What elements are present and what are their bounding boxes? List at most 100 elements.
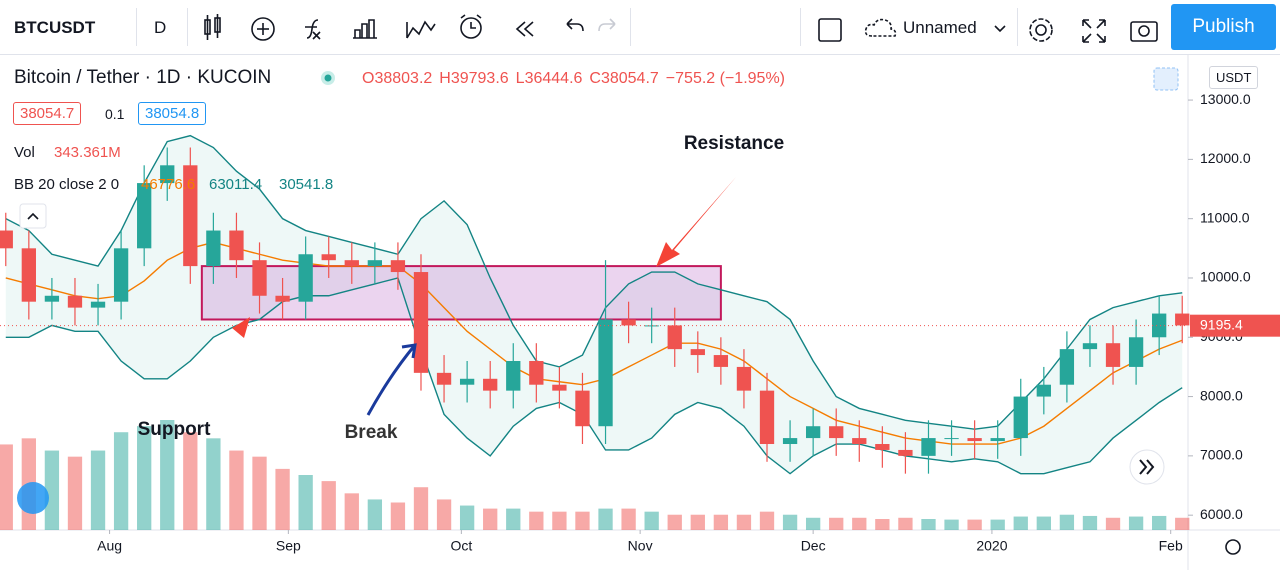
volume-bar (113, 432, 129, 530)
candle-body (598, 319, 613, 427)
separator (630, 8, 631, 46)
toolbar-icons[interactable] (195, 12, 625, 44)
candle-body (1013, 396, 1028, 439)
sell-price[interactable]: 38054.7 (13, 102, 82, 125)
spread: 0.1 (105, 106, 125, 122)
volume-bar (459, 505, 475, 530)
volume-bar (713, 514, 729, 530)
volume-bar (506, 508, 521, 530)
candle-body (483, 378, 498, 391)
symbol[interactable]: BTCUSDT (14, 18, 96, 37)
x-tick-label: Feb (1159, 538, 1183, 554)
vol-label: Vol (14, 144, 35, 161)
annotation: Resistance (684, 133, 784, 154)
publish-button[interactable]: Publish (1171, 4, 1276, 50)
candle-body (21, 248, 36, 302)
arrow (175, 317, 250, 400)
candle-body (44, 295, 60, 302)
candle-body (1152, 313, 1167, 338)
volume-bar (252, 456, 267, 530)
candle-body (275, 295, 290, 302)
volume-bar (1036, 516, 1051, 530)
volume-bar (875, 519, 890, 530)
x-tick-label: Aug (97, 538, 122, 554)
zone (200, 265, 722, 321)
candle-body (436, 372, 452, 385)
volume-bar (644, 511, 659, 530)
candle-body (252, 260, 267, 296)
volume-bar (1105, 517, 1121, 530)
candle-body (898, 449, 913, 456)
logo (17, 482, 49, 514)
volume-bar (206, 438, 221, 530)
candle-body (1128, 337, 1144, 367)
currency[interactable]: USDT (1209, 66, 1259, 89)
candle-body (137, 183, 152, 249)
toolbar-right-icons[interactable] (810, 12, 1170, 44)
volume-bar (90, 450, 106, 530)
candle-body (1059, 349, 1075, 385)
candle-body (206, 230, 221, 267)
buy-price[interactable]: 38054.8 (138, 102, 207, 125)
bb-lower-value: 30541.8 (279, 176, 334, 193)
candle-body (344, 260, 359, 267)
volume-bar (782, 514, 798, 530)
volume-bar (829, 517, 844, 530)
status-dot (321, 71, 335, 85)
bb-fill (5, 135, 1183, 474)
x-tick-label: Oct (450, 538, 472, 554)
candle-body (1105, 343, 1121, 367)
volume-bar (67, 456, 83, 530)
candle-body (736, 366, 752, 391)
ohlc-value: −755.2 (−1.95%) (665, 70, 785, 87)
volume-bar (1128, 516, 1144, 530)
volume-bar (483, 508, 498, 530)
candle-body (459, 378, 475, 385)
last-price-label: 9195.4 (1200, 316, 1243, 332)
x-tick-label: Dec (801, 538, 826, 554)
volume-bar (436, 499, 452, 530)
y-tick-label: 8000.0 (1200, 387, 1243, 403)
candle-body (621, 319, 636, 326)
separator (800, 8, 801, 46)
volume-bar (667, 514, 682, 530)
x-tick-label: 2020 (976, 538, 1007, 554)
volume-bar (944, 519, 959, 530)
candle-body (413, 272, 429, 373)
candle-body (529, 360, 544, 385)
volume-bar (621, 508, 636, 530)
candle-body (805, 426, 821, 439)
candle-body (944, 438, 959, 440)
candle-body (759, 390, 775, 445)
candle-body (390, 260, 406, 273)
collapse-button[interactable] (19, 203, 47, 229)
bb-lower (5, 277, 1183, 475)
volume-bar (1175, 517, 1190, 530)
candle-body (298, 254, 313, 302)
annotation: Break (345, 422, 398, 443)
legend-title: Bitcoin / Tether · 1D · KUCOIN (14, 67, 272, 88)
candle-body (713, 355, 729, 367)
volume-bar (690, 514, 705, 530)
volume-bar (598, 508, 613, 530)
ohlc-value: O38803.2 (362, 70, 433, 87)
volume-bar (990, 519, 1005, 530)
volume-bar (736, 514, 752, 530)
layout-name[interactable]: Unnamed (903, 18, 977, 37)
y-tick-label: 12000.0 (1200, 150, 1251, 166)
volume-bar (805, 517, 821, 530)
ohlc-row: O38803.2 H39793.6 L36444.6 C38054.7 −755.2 (… (362, 70, 792, 88)
volume-bar (898, 517, 913, 530)
volume-bar (552, 511, 567, 530)
interval[interactable]: D (154, 18, 167, 37)
volume-bar (1059, 514, 1075, 530)
candle-body (552, 384, 567, 391)
volume-bar (137, 426, 152, 530)
ohlc-value: H39793.6 (439, 70, 509, 87)
candle-body (160, 165, 175, 184)
candle-body (575, 390, 590, 427)
volume-bar (298, 475, 313, 530)
volume-bar (529, 511, 544, 530)
volume-bar (160, 420, 175, 530)
